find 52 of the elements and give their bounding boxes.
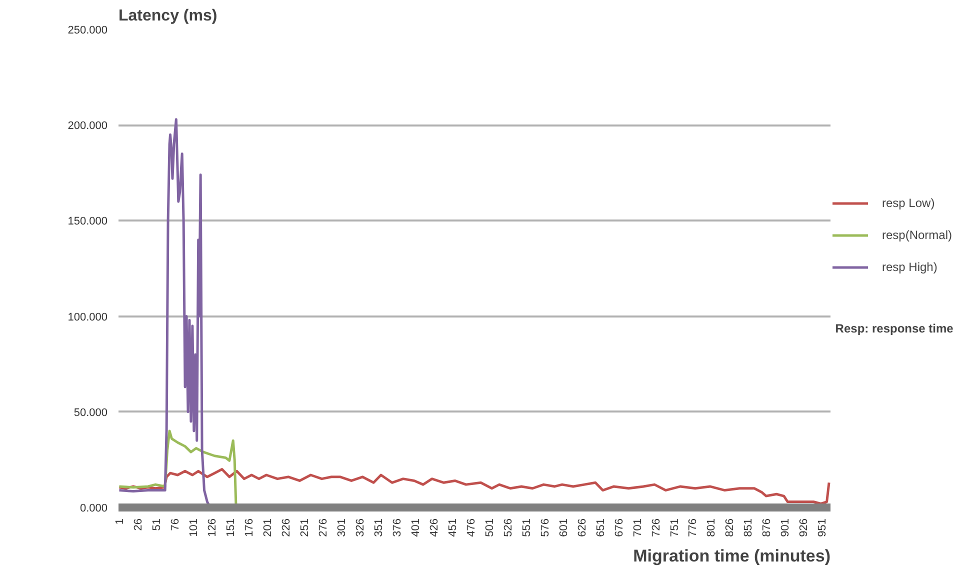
x-tick-label: 626 xyxy=(576,518,588,537)
y-tick-label: 0.000 xyxy=(80,502,108,514)
x-tick-label: 601 xyxy=(558,518,570,537)
y-tick-label: 250.000 xyxy=(68,24,108,36)
x-tick-label: 951 xyxy=(816,518,829,537)
x-tick-label: 451 xyxy=(446,518,459,537)
x-tick-label: 751 xyxy=(668,518,681,537)
x-tick-label: 376 xyxy=(392,518,404,537)
x-tick-label: 151 xyxy=(225,518,238,537)
y-tick-label: 50.000 xyxy=(74,406,108,419)
x-tick-label: 851 xyxy=(742,518,755,537)
x-tick-label: 701 xyxy=(632,518,644,537)
x-tick-label: 476 xyxy=(465,518,478,537)
x-tick-label: 301 xyxy=(336,518,348,537)
legend-label: resp High) xyxy=(882,260,938,274)
x-tick-label: 651 xyxy=(594,518,607,537)
x-tick-label: 576 xyxy=(539,518,552,537)
x-tick-label: 351 xyxy=(373,518,386,537)
x-tick-label: 1 xyxy=(114,518,126,525)
text: Resp: response time xyxy=(835,322,954,336)
y-tick-label: 150.000 xyxy=(68,216,108,228)
x-tick-label: 876 xyxy=(761,518,774,537)
x-tick-label: 126 xyxy=(206,518,219,537)
x-tick-label: 901 xyxy=(780,518,792,537)
legend-label: resp Low) xyxy=(882,196,935,210)
y-tick-label: 200.000 xyxy=(68,120,108,132)
x-tick-label: 401 xyxy=(410,518,422,537)
x-tick-label: 276 xyxy=(318,518,330,537)
x-tick-label: 426 xyxy=(428,518,440,537)
x-tick-label: 776 xyxy=(687,518,700,537)
x-tick-label: 801 xyxy=(706,518,718,537)
x-tick-label: 76 xyxy=(170,518,182,531)
y-axis-title: Latency (ms) xyxy=(118,8,218,24)
legend-label: resp(Normal) xyxy=(882,228,952,242)
y-tick-label: 100.000 xyxy=(68,311,108,324)
x-tick-label: 926 xyxy=(798,518,810,537)
x-tick-label: 826 xyxy=(724,518,736,537)
x-tick-label: 51 xyxy=(151,518,164,531)
x-tick-label: 251 xyxy=(299,518,312,537)
x-tick-label: 726 xyxy=(650,518,662,537)
x-tick-label: 101 xyxy=(188,518,200,537)
x-tick-label: 176 xyxy=(244,518,256,537)
x-tick-label: 551 xyxy=(520,518,533,537)
x-tick-label: 526 xyxy=(502,518,514,537)
x-tick-label: 501 xyxy=(484,518,496,537)
x-tick-label: 201 xyxy=(262,518,274,537)
x-tick-label: 326 xyxy=(354,518,367,537)
x-axis-title: Migration time (minutes) xyxy=(633,546,831,566)
x-tick-label: 676 xyxy=(613,518,626,537)
line-series xyxy=(118,468,830,505)
x-tick-label: 26 xyxy=(132,518,145,531)
x-tick-label: 226 xyxy=(280,518,293,537)
